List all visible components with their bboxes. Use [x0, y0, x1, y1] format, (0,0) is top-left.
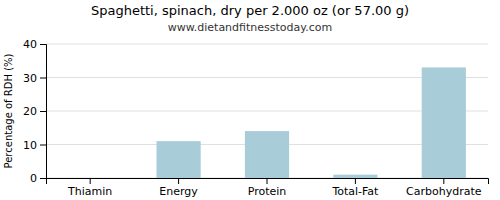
y-tick-mark [40, 178, 46, 179]
bars [157, 67, 466, 178]
x-tick-label: Energy [159, 185, 198, 198]
x-axis-line [47, 179, 489, 185]
bar [333, 175, 377, 178]
x-tick: Carbohydrate [406, 178, 482, 198]
x-tick-mark [90, 178, 91, 184]
x-tick: Protein [248, 178, 287, 198]
x-tick-label: Total-Fat [331, 185, 379, 198]
y-axis-line [40, 45, 47, 179]
chart-container: Spaghetti, spinach, dry per 2.000 oz (or… [0, 0, 500, 200]
grid [46, 44, 488, 178]
y-tick: 20 [23, 105, 46, 118]
y-tick: 10 [23, 139, 46, 152]
x-tick: Total-Fat [331, 178, 379, 198]
x-axis: Thiamin Energy Protein Total-Fat Carbohydrat… [47, 178, 489, 198]
y-tick-label: 0 [30, 172, 37, 185]
bar [245, 131, 289, 178]
bar [157, 141, 201, 178]
x-tick-mark [443, 178, 444, 184]
x-tick-mark [267, 178, 268, 184]
x-tick: Thiamin [67, 178, 112, 198]
y-axis-title: Percentage of RDH (%) [3, 53, 14, 168]
y-tick-label: 20 [23, 105, 37, 118]
x-tick-label: Protein [248, 185, 287, 198]
y-tick: 40 [23, 38, 46, 51]
y-tick: 0 [30, 172, 46, 185]
subtitle: www.dietandfitnesstoday.com [168, 21, 332, 34]
grid-line [46, 44, 488, 45]
y-tick-label: 40 [23, 38, 37, 51]
y-tick: 30 [23, 72, 46, 85]
x-tick-label: Carbohydrate [406, 185, 482, 198]
title: Spaghetti, spinach, dry per 2.000 oz (or… [91, 3, 409, 18]
plot-area: Thiamin Energy Protein Total-Fat Carbohydrat… [23, 38, 489, 198]
bar [422, 67, 466, 178]
y-tick-mark [40, 44, 46, 45]
x-tick-label: Thiamin [67, 185, 112, 198]
bar [68, 178, 112, 179]
y-tick-mark [40, 78, 46, 79]
chart-svg: Spaghetti, spinach, dry per 2.000 oz (or… [0, 0, 500, 200]
x-tick-mark [355, 178, 356, 184]
y-tick-mark [40, 111, 46, 112]
y-axis: 0 10 20 30 40 [23, 38, 47, 185]
y-tick-label: 30 [23, 72, 37, 85]
x-tick: Energy [159, 178, 198, 198]
y-tick-label: 10 [23, 139, 37, 152]
y-tick-mark [40, 145, 46, 146]
x-tick-mark [178, 178, 179, 184]
